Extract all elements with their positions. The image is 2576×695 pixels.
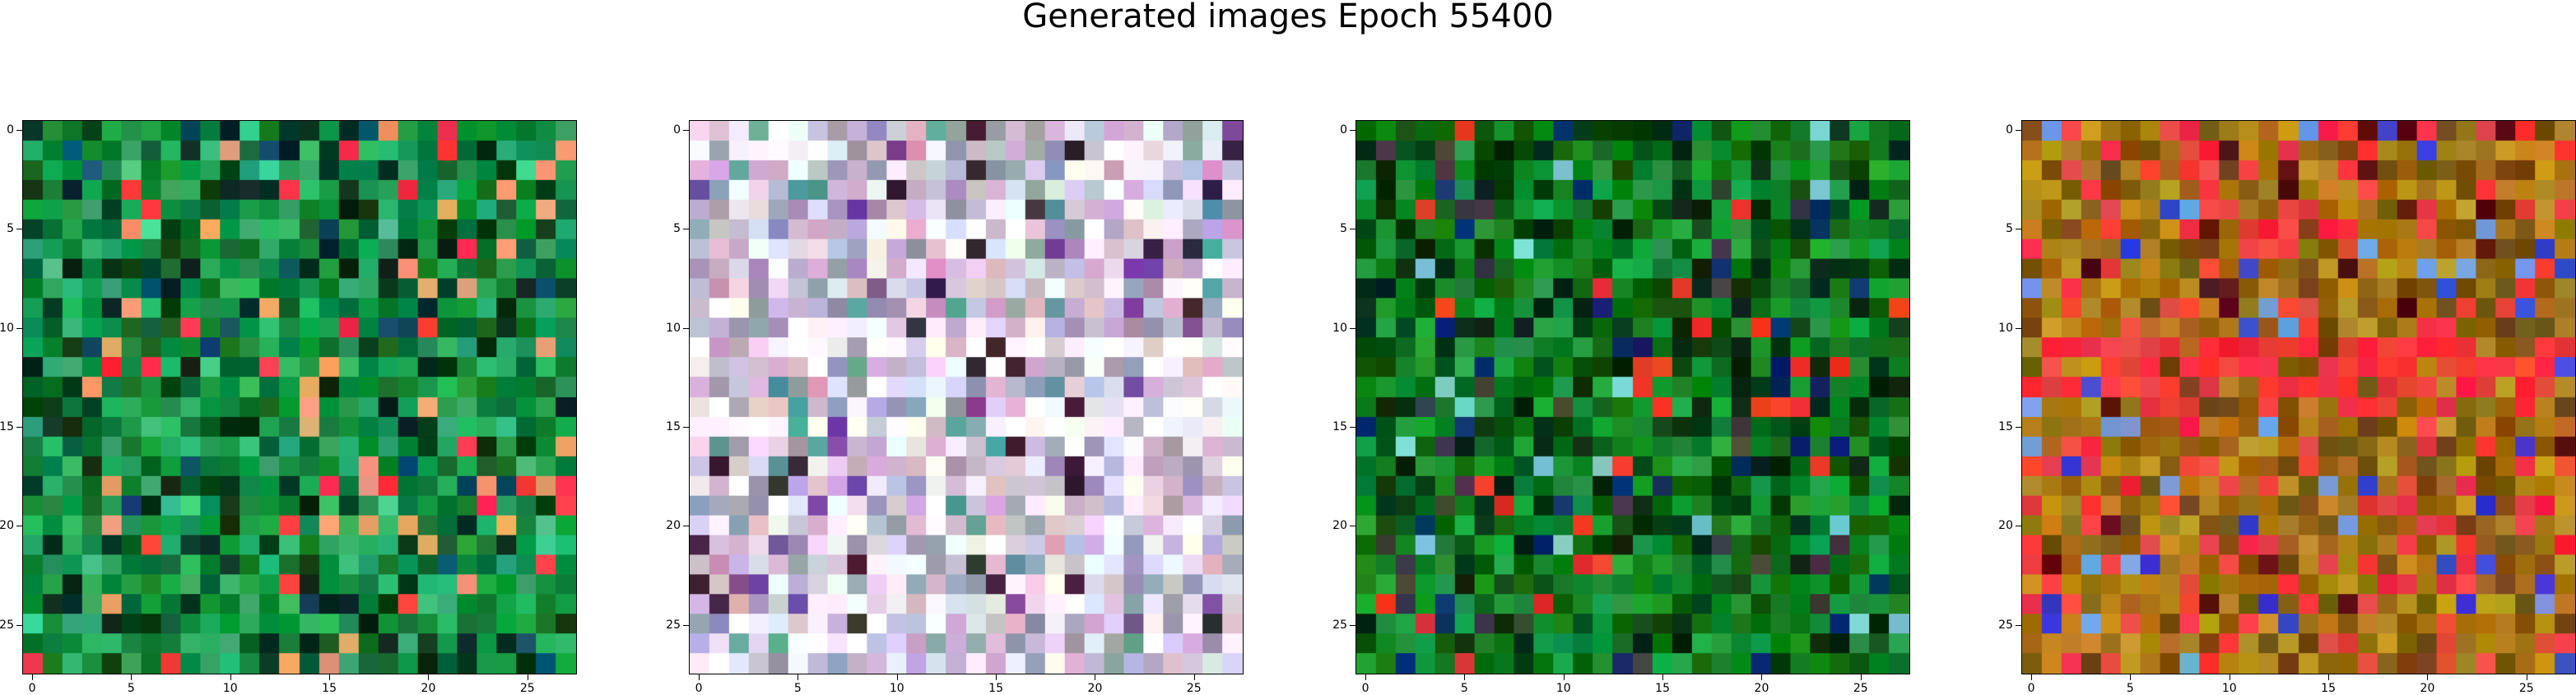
x-tick-mark: [1193, 674, 1195, 680]
y-tick-label: 0: [2006, 123, 2013, 137]
x-tick-mark: [797, 674, 799, 680]
x-tick-label: 25: [1853, 682, 1868, 695]
x-tick-label: 0: [28, 682, 36, 695]
y-tick-mark: [2016, 624, 2021, 626]
y-tick-label: 25: [0, 618, 14, 632]
y-tick-mark: [1350, 427, 1355, 429]
y-tick-label: 0: [1340, 123, 1347, 137]
y-tick-label: 20: [1998, 519, 2013, 533]
y-tick-mark: [2016, 130, 2021, 132]
y-tick-mark: [683, 327, 689, 329]
x-tick-mark: [2031, 674, 2033, 680]
x-tick-mark: [896, 674, 898, 680]
x-tick-label: 15: [988, 682, 1004, 695]
y-tick-label: 15: [666, 420, 681, 434]
x-tick-label: 25: [519, 682, 535, 695]
y-tick-label: 5: [2006, 222, 2013, 236]
y-tick-label: 20: [1332, 519, 1347, 533]
y-tick-label: 5: [673, 222, 681, 236]
x-tick-label: 10: [1555, 682, 1571, 695]
x-tick-mark: [131, 674, 133, 680]
generated-image-1: [22, 120, 577, 674]
x-tick-label: 10: [222, 682, 238, 695]
generated-image-2: [689, 120, 1244, 674]
y-tick-mark: [1350, 327, 1355, 329]
y-tick-mark: [1350, 624, 1355, 626]
y-tick-label: 5: [7, 222, 14, 236]
y-tick-label: 15: [1998, 420, 2013, 434]
x-tick-label: 15: [1655, 682, 1671, 695]
x-tick-mark: [1464, 674, 1466, 680]
y-tick-label: 10: [1998, 321, 2013, 335]
x-tick-label: 25: [2518, 682, 2534, 695]
x-tick-label: 20: [421, 682, 436, 695]
y-tick-label: 0: [673, 123, 681, 137]
x-tick-mark: [329, 674, 331, 680]
y-tick-label: 5: [1340, 222, 1347, 236]
x-tick-mark: [428, 674, 430, 680]
generated-image-panel-4: 0 5 10 15 20 25 0 5 10 15 20 25: [1998, 120, 2576, 694]
x-tick-mark: [1662, 674, 1664, 680]
x-tick-label: 20: [1087, 682, 1103, 695]
x-tick-label: 5: [1460, 682, 1468, 695]
y-tick-label: 15: [1332, 420, 1347, 434]
x-tick-label: 15: [322, 682, 337, 695]
x-tick-mark: [1365, 674, 1367, 680]
x-tick-label: 5: [127, 682, 135, 695]
y-tick-label: 20: [666, 519, 681, 533]
figure-title: Generated images Epoch 55400: [1022, 0, 1554, 35]
y-tick-label: 20: [0, 519, 14, 533]
y-tick-mark: [1350, 130, 1355, 132]
x-tick-label: 25: [1186, 682, 1202, 695]
x-tick-label: 15: [2321, 682, 2337, 695]
x-tick-mark: [699, 674, 700, 680]
y-tick-mark: [683, 427, 689, 429]
y-tick-label: 0: [7, 123, 14, 137]
y-tick-mark: [2016, 327, 2021, 329]
generated-image-3: [1355, 120, 1910, 674]
x-tick-label: 10: [2221, 682, 2237, 695]
y-tick-mark: [16, 427, 22, 429]
generated-image-panel-3: 0 5 10 15 20 25 0 5 10 15 20 25: [1332, 120, 1910, 694]
y-tick-label: 10: [666, 321, 681, 335]
y-tick-label: 10: [1332, 321, 1347, 335]
y-tick-mark: [2016, 427, 2021, 429]
x-tick-label: 20: [2420, 682, 2435, 695]
x-tick-mark: [2130, 674, 2132, 680]
x-tick-label: 0: [2027, 682, 2035, 695]
generated-image-panel-2: 0 5 10 15 20 25 0 5 10 15 20 25: [666, 120, 1244, 694]
y-tick-label: 10: [0, 321, 14, 335]
x-tick-mark: [32, 674, 34, 680]
x-tick-mark: [1860, 674, 1862, 680]
x-tick-label: 5: [2126, 682, 2134, 695]
y-tick-label: 25: [666, 618, 681, 632]
x-tick-mark: [230, 674, 231, 680]
x-tick-label: 0: [695, 682, 703, 695]
y-tick-label: 15: [0, 420, 14, 434]
x-tick-label: 5: [793, 682, 802, 695]
x-tick-mark: [1761, 674, 1763, 680]
y-tick-mark: [16, 130, 22, 132]
x-tick-label: 20: [1754, 682, 1769, 695]
generated-image-panel-1: 0 5 10 15 20 25 0 5 10 15 20 25: [0, 120, 577, 694]
y-tick-label: 25: [1998, 618, 2013, 632]
y-tick-mark: [683, 130, 689, 132]
x-tick-mark: [2328, 674, 2330, 680]
x-tick-mark: [1563, 674, 1565, 680]
y-tick-mark: [683, 624, 689, 626]
y-tick-mark: [16, 327, 22, 329]
y-tick-label: 25: [1332, 618, 1347, 632]
x-tick-label: 0: [1361, 682, 1369, 695]
x-tick-label: 10: [889, 682, 904, 695]
y-tick-mark: [16, 624, 22, 626]
x-tick-mark: [996, 674, 997, 680]
generated-image-4: [2021, 120, 2576, 674]
x-tick-mark: [2427, 674, 2429, 680]
